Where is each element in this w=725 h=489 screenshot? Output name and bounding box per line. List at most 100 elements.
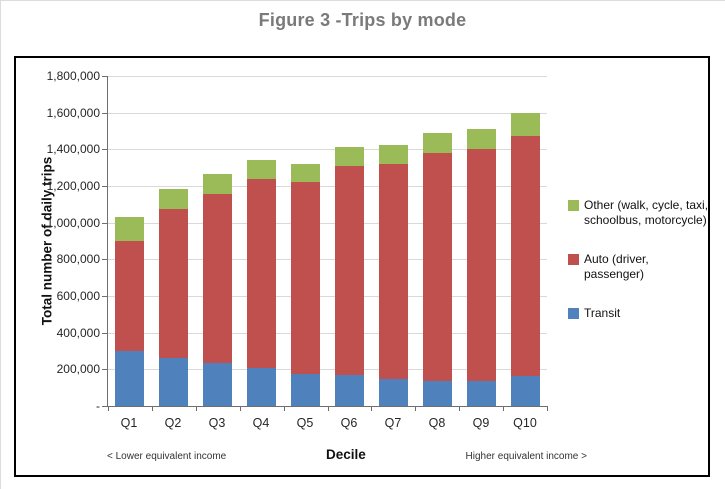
y-axis-tick-labels: - 200,000 400,000 600,000 800,000 1,000,000 1,… bbox=[16, 58, 100, 475]
legend-item-label: Auto (driver, passenger) bbox=[584, 252, 649, 281]
bar-q5 bbox=[284, 76, 328, 406]
stacked-bar bbox=[466, 76, 496, 406]
bar-segment-transit bbox=[291, 373, 321, 406]
stacked-bar bbox=[115, 76, 145, 406]
bar-q4 bbox=[240, 76, 284, 406]
bar-segment-transit bbox=[115, 351, 145, 406]
legend-item: Auto (driver, passenger) bbox=[568, 252, 712, 282]
y-tick-label: 600,000 bbox=[56, 289, 100, 303]
x-tick-label: Q7 bbox=[384, 416, 402, 430]
gridline bbox=[108, 76, 547, 77]
y-axis-tick bbox=[102, 186, 108, 187]
bar-segment-other bbox=[335, 146, 364, 166]
legend-key-icon bbox=[568, 254, 579, 265]
bar-segment-other bbox=[422, 132, 452, 153]
bar-segment-other bbox=[115, 217, 145, 241]
y-axis-tick bbox=[102, 332, 108, 334]
bar-segment-other bbox=[203, 174, 233, 195]
gridline bbox=[108, 112, 547, 114]
gridline bbox=[108, 332, 547, 334]
bar-q3 bbox=[196, 76, 240, 406]
legend-key-icon bbox=[568, 308, 579, 319]
y-axis-tick bbox=[102, 259, 108, 261]
bar-segment-transit bbox=[378, 378, 408, 406]
bar-segment-transit bbox=[335, 374, 364, 406]
y-tick-label: 1,400,000 bbox=[46, 142, 100, 157]
gridline bbox=[108, 222, 547, 224]
x-axis-tick bbox=[459, 406, 461, 411]
y-tick-label: 400,000 bbox=[56, 325, 100, 340]
legend-item: Other (walk, cycle, taxi, schoolbus, mot… bbox=[568, 198, 712, 228]
x-annotation-higher-income: Higher equivalent income > bbox=[465, 451, 587, 462]
bar-q2 bbox=[152, 76, 196, 406]
bar-segment-auto bbox=[203, 194, 233, 363]
x-tick-label: Q10 bbox=[513, 416, 537, 430]
y-tick-label: - bbox=[96, 399, 100, 413]
bar-segment-other bbox=[159, 188, 189, 209]
y-axis-tick bbox=[102, 76, 108, 77]
y-axis-tick bbox=[102, 369, 108, 371]
x-tick-label: Q5 bbox=[296, 416, 314, 430]
gridline bbox=[108, 186, 547, 187]
bar-q6 bbox=[328, 76, 372, 406]
y-tick-label: 1,600,000 bbox=[46, 105, 100, 120]
x-axis-annotations: < Lower equivalent income Decile Higher … bbox=[107, 447, 587, 462]
figure-title: Figure 3 -Trips by mode bbox=[258, 10, 467, 30]
stacked-bar bbox=[291, 76, 321, 406]
stacked-bar bbox=[203, 76, 233, 406]
bar-segment-auto bbox=[291, 182, 321, 374]
x-tick-label: Q2 bbox=[164, 416, 182, 430]
y-axis-tick bbox=[102, 112, 108, 114]
bar-segment-other bbox=[291, 164, 321, 183]
bar-segment-transit bbox=[422, 381, 452, 406]
chart-legend: Other (walk, cycle, taxi, schoolbus, mot… bbox=[568, 198, 712, 345]
legend-key-icon bbox=[568, 200, 579, 211]
bars-group bbox=[108, 76, 547, 406]
bar-segment-other bbox=[466, 129, 496, 150]
gridline bbox=[108, 149, 547, 151]
bar-segment-auto bbox=[510, 135, 540, 376]
y-axis-tick bbox=[102, 222, 108, 224]
gridline bbox=[108, 296, 547, 297]
x-axis-tick bbox=[283, 406, 285, 411]
bar-segment-transit bbox=[203, 362, 233, 406]
y-tick-label: 1,200,000 bbox=[46, 179, 100, 193]
bar-segment-auto bbox=[159, 208, 189, 359]
y-axis-tick bbox=[102, 296, 108, 297]
y-axis-tick bbox=[102, 406, 108, 407]
bar-segment-transit bbox=[247, 367, 277, 406]
y-axis-tick bbox=[102, 149, 108, 151]
x-axis-tick bbox=[415, 406, 417, 411]
x-axis-title: Decile bbox=[326, 447, 366, 462]
stacked-bar bbox=[422, 76, 452, 406]
x-tick-label: Q9 bbox=[472, 416, 490, 430]
plot-area bbox=[102, 76, 548, 411]
legend-item: Transit bbox=[568, 306, 712, 321]
stacked-bar bbox=[378, 76, 408, 406]
stacked-bar bbox=[510, 76, 540, 406]
y-tick-label: 800,000 bbox=[56, 252, 100, 267]
bar-segment-other bbox=[378, 144, 408, 164]
bar-segment-auto bbox=[378, 164, 408, 379]
x-axis-tick bbox=[195, 406, 197, 411]
bar-segment-auto bbox=[335, 165, 364, 375]
x-axis-tick bbox=[151, 406, 153, 411]
bar-segment-auto bbox=[115, 241, 145, 351]
x-tick-label: Q8 bbox=[428, 416, 446, 430]
y-tick-label: 200,000 bbox=[56, 362, 100, 377]
x-axis-tick bbox=[371, 406, 373, 411]
bar-segment-auto bbox=[466, 149, 496, 382]
x-tick-label: Q3 bbox=[208, 416, 226, 430]
x-axis-tick bbox=[327, 406, 329, 411]
x-annotation-lower-income: < Lower equivalent income bbox=[107, 451, 227, 462]
bar-q10 bbox=[503, 76, 547, 406]
stacked-bar bbox=[159, 76, 189, 406]
bar-segment-transit bbox=[159, 358, 189, 406]
gridline bbox=[108, 259, 547, 261]
bar-segment-other bbox=[247, 160, 277, 179]
chart-frame: Total number of daily trips -200,000 400,… bbox=[14, 56, 710, 477]
x-tick-label: Q4 bbox=[252, 416, 270, 430]
stacked-bar bbox=[335, 76, 364, 406]
stacked-bar bbox=[247, 76, 277, 406]
y-tick-label: 1,000,000 bbox=[46, 215, 100, 230]
